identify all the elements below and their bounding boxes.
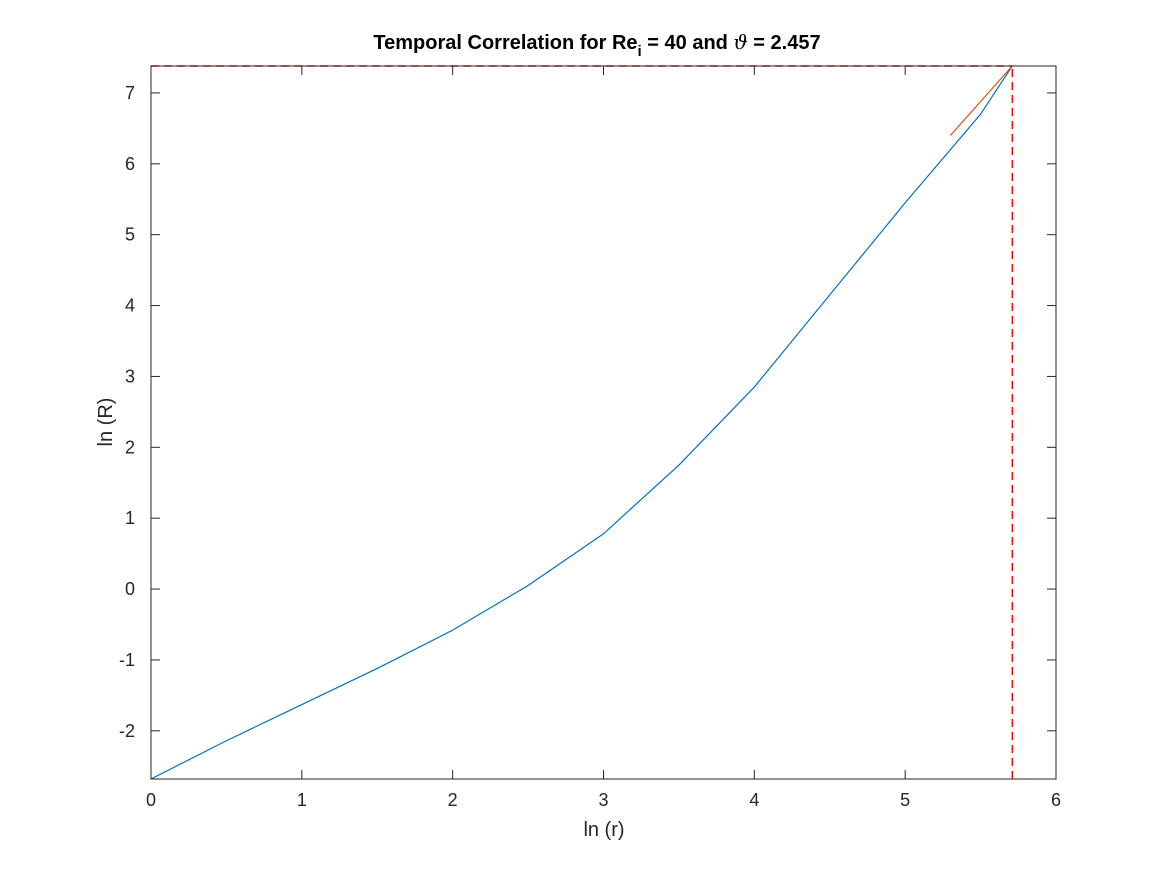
- y-axis-label: ln (R): [95, 398, 117, 447]
- y-tick-label: 2: [125, 437, 135, 457]
- axes: 0 1 2 3 4 5 6 -2 -1 0 1 2 3 4 5 6 7: [119, 65, 1061, 810]
- title-symbol: ϑ: [733, 30, 747, 54]
- title-prefix: Temporal Correlation for Re: [373, 32, 637, 54]
- x-tick-label: 5: [900, 790, 910, 810]
- x-tick-label: 3: [598, 790, 608, 810]
- y-tick-label: 7: [125, 83, 135, 103]
- title-middle: = 40 and: [642, 32, 734, 54]
- y-tick-label: -2: [119, 721, 135, 741]
- x-tick-label: 1: [297, 790, 307, 810]
- x-axis-label: ln (r): [583, 819, 624, 841]
- chart-title: Temporal Correlation for Rei = 40 and ϑ …: [373, 30, 820, 60]
- y-tick-label: -1: [119, 650, 135, 670]
- y-tick-label: 6: [125, 154, 135, 174]
- y-tick-label: 5: [125, 225, 135, 245]
- y-tick-label: 0: [125, 579, 135, 599]
- y-tick-label: 3: [125, 366, 135, 386]
- x-tick-label: 2: [448, 790, 458, 810]
- x-tick-label: 6: [1051, 790, 1061, 810]
- y-tick-label: 1: [125, 508, 135, 528]
- x-tick-label: 4: [749, 790, 759, 810]
- title-subscript: i: [638, 43, 642, 60]
- title-suffix: = 2.457: [748, 32, 821, 54]
- y-tick-label: 4: [125, 296, 135, 316]
- series-line-1: [150, 65, 1013, 780]
- x-tick-label: 0: [146, 790, 156, 810]
- series-line-2: [949, 65, 1013, 136]
